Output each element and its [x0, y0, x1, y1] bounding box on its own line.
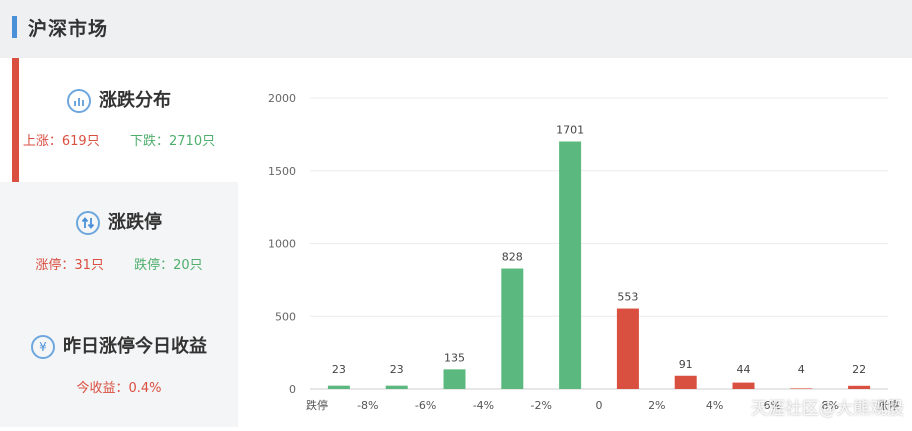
card-title: 昨日涨停今日收益 — [63, 336, 207, 357]
bar — [443, 369, 466, 389]
page-title: 沪深市场 — [28, 18, 109, 40]
section-header: 沪深市场 — [0, 0, 912, 58]
bar — [501, 268, 524, 389]
x-tick-label: 2% — [648, 399, 665, 412]
card-title: 涨跌停 — [108, 212, 162, 233]
x-tick-label: -2% — [530, 399, 551, 412]
x-tick-label: 0 — [596, 399, 603, 412]
x-tick-label: 跌停 — [306, 398, 328, 412]
bar-value-label: 4 — [798, 363, 805, 376]
bar — [559, 141, 582, 389]
y-tick-label: 2000 — [268, 92, 296, 105]
bar — [327, 385, 350, 389]
today-return: 今收益：0.4% — [76, 381, 162, 396]
card-distribution[interactable]: 涨跌分布 上涨：619只 下跌：2710只 — [0, 58, 238, 182]
card-title: 涨跌分布 — [99, 90, 171, 111]
y-tick-label: 0 — [289, 383, 296, 396]
x-tick-label: 8% — [821, 399, 838, 412]
distribution-chart: 0 500 1000 1500 2000 23 23 135 828 1701 553 91 44 4 22… — [238, 58, 912, 427]
up-count: 上涨：619只 — [22, 134, 100, 149]
up-down-arrows-icon — [76, 211, 100, 235]
x-tick-label: -4% — [473, 399, 494, 412]
bar-value-label: 23 — [390, 363, 404, 376]
x-tick-label: 4% — [706, 399, 723, 412]
bar — [732, 382, 755, 389]
bar — [616, 308, 639, 389]
x-tick-label: 6% — [764, 399, 781, 412]
bar — [848, 385, 871, 389]
limit-down-count: 跌停：20只 — [134, 258, 203, 273]
x-tick-label: -8% — [357, 399, 378, 412]
y-tick-label: 1500 — [268, 165, 296, 178]
bar-chart-icon — [67, 89, 91, 113]
sidebar: 涨跌分布 上涨：619只 下跌：2710只 涨跌停 涨停：31只 跌停：20只 — [0, 58, 238, 427]
bar — [385, 385, 408, 389]
y-tick-label: 500 — [275, 310, 296, 323]
bar-value-label: 22 — [852, 363, 866, 376]
y-tick-label: 1000 — [268, 238, 296, 251]
x-tick-label: -6% — [415, 399, 436, 412]
header-accent-bar — [12, 16, 17, 38]
bar-value-label: 553 — [617, 291, 638, 304]
yen-icon: ¥ — [31, 335, 55, 359]
x-tick-label: 涨停 — [877, 398, 899, 412]
bar-value-label: 91 — [679, 358, 693, 371]
card-limit[interactable]: 涨跌停 涨停：31只 跌停：20只 — [0, 182, 238, 306]
bar — [674, 375, 697, 389]
card-yesterday-limit[interactable]: ¥ 昨日涨停今日收益 今收益：0.4% — [0, 306, 238, 427]
bar-value-label: 23 — [332, 363, 346, 376]
bar-value-label: 828 — [502, 251, 523, 264]
watermark: 天涯社区@大熊观股 — [751, 399, 904, 419]
bar-value-label: 1701 — [556, 124, 584, 137]
bar — [790, 388, 813, 389]
down-count: 下跌：2710只 — [130, 134, 216, 149]
bar-value-label: 135 — [444, 351, 465, 364]
active-indicator — [12, 58, 19, 182]
limit-up-count: 涨停：31只 — [35, 258, 104, 273]
bar-value-label: 44 — [737, 363, 751, 376]
